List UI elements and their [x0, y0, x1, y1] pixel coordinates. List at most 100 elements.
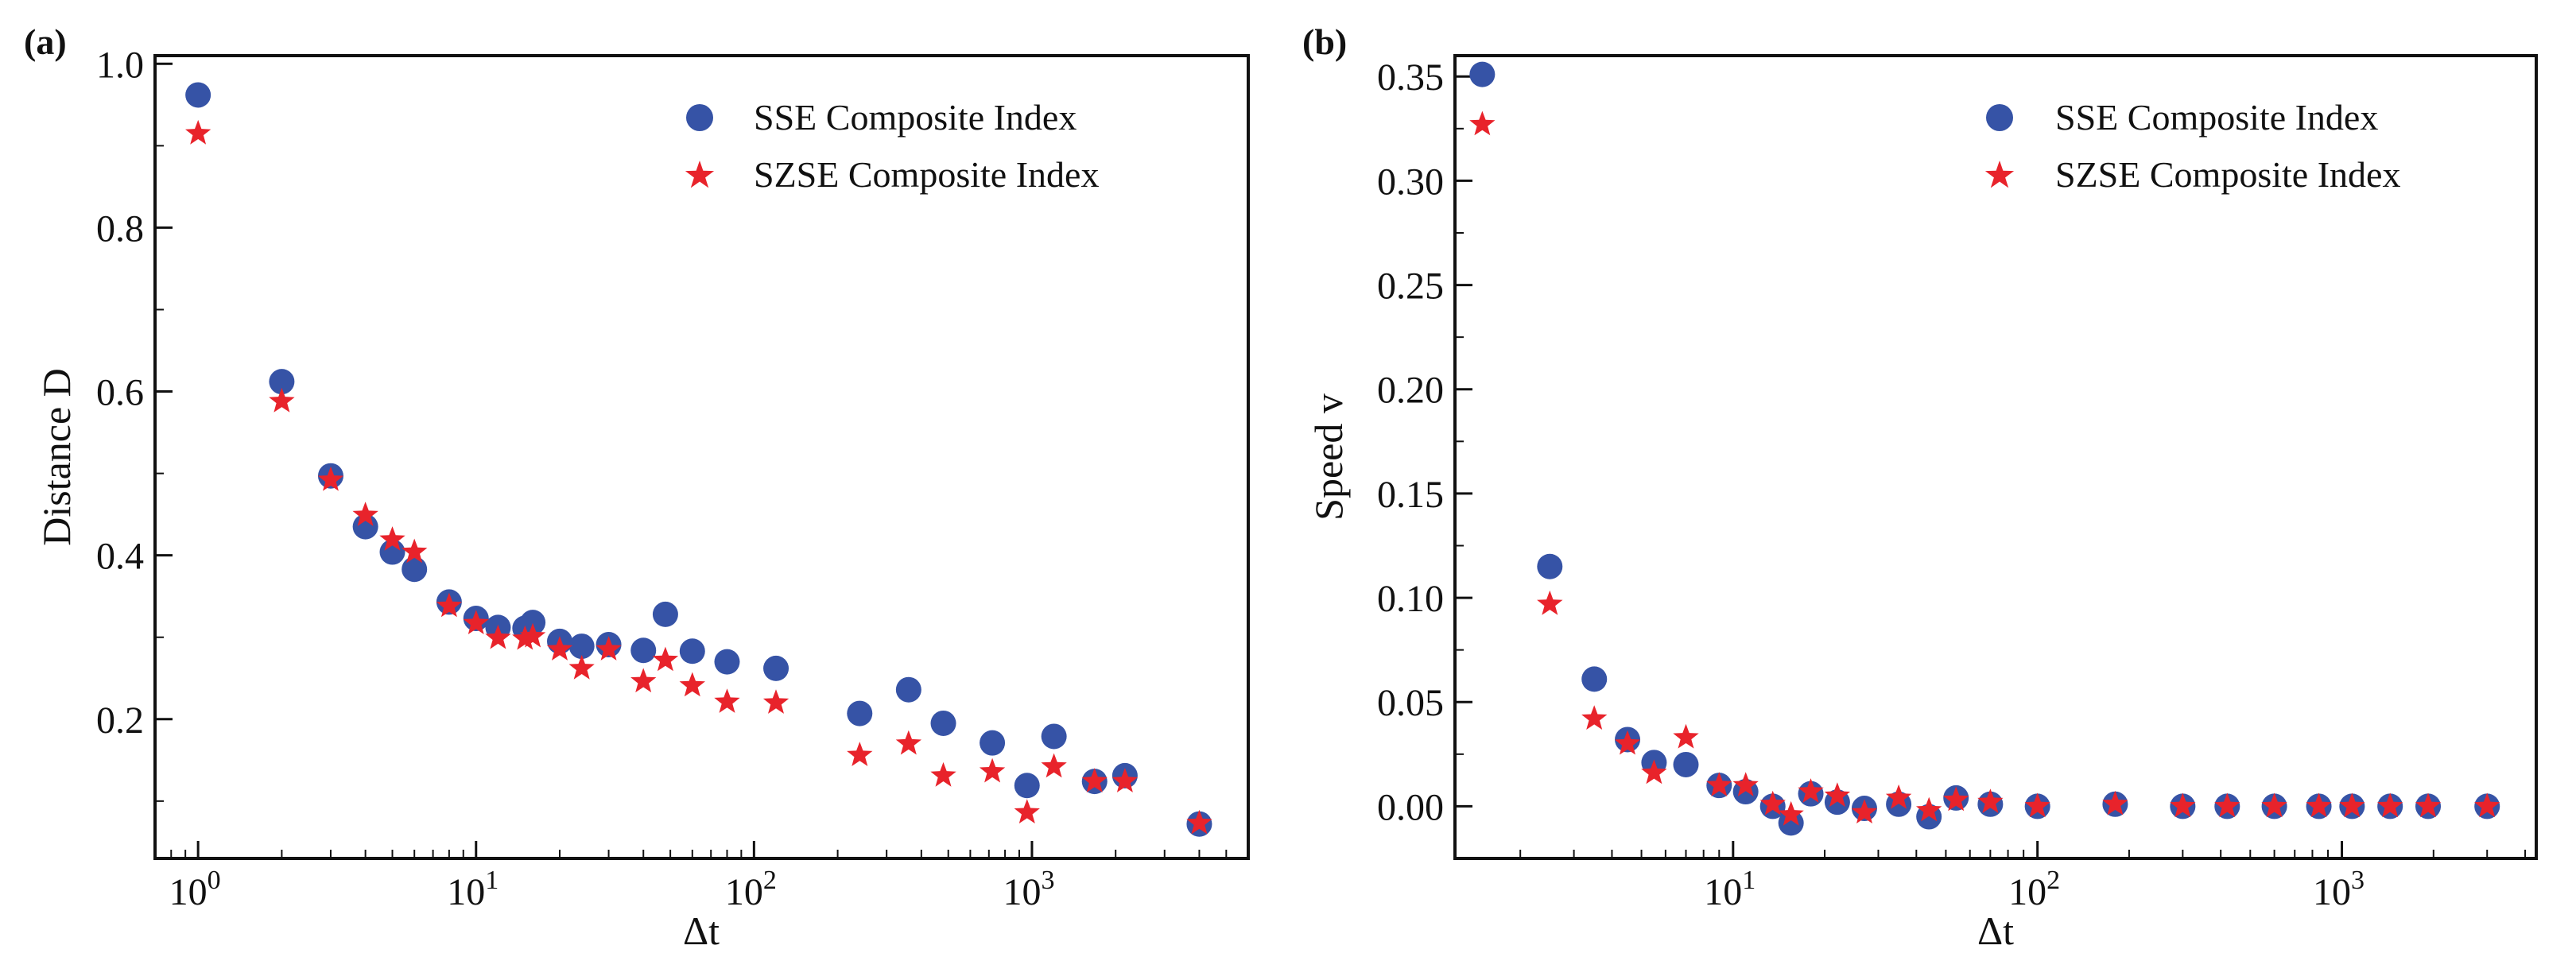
panel-a-szse-point [379, 526, 405, 551]
panel-b-ytick-label: 0.10 [1377, 578, 1444, 620]
panel-a-y-axis-label: Distance D [34, 368, 79, 546]
panel-b-szse-point [1851, 799, 1878, 823]
panel-a-sse-point [980, 730, 1006, 756]
legend-szse-marker-b [1984, 161, 2015, 188]
panel-a-szse-point [930, 761, 956, 787]
panel-b-xtick-label: 101 [1704, 866, 1755, 913]
panel-b-sse-point [1537, 553, 1563, 579]
panel-b: (b) 0.00 0.05 0.10 0.15 0.20 0.25 0.30 0.35 101 1… [1302, 21, 2538, 953]
panel-b-ytick-label: 0.30 [1377, 161, 1444, 203]
panel-a-ytick-label: 0.4 [96, 536, 144, 578]
legend-szse-label-b: SZSE Composite Index [2055, 154, 2400, 195]
panel-a-sse-point [652, 601, 678, 627]
panel-a-axis-ticks: 0.2 0.4 0.6 0.8 1.0 100 101 102 103 [96, 44, 1228, 913]
legend-sse-label-b: SSE Composite Index [2055, 97, 2378, 138]
panel-b-szse-point [2170, 792, 2196, 818]
panel-b-szse-point [1885, 784, 1912, 809]
panel-b-szse-point [1943, 786, 1969, 812]
panel-b-szse-point [2474, 792, 2500, 818]
panel-b-label: (b) [1302, 21, 1347, 62]
panel-a-x-axis-label: Δt [683, 909, 720, 953]
panel-a-szse-point [463, 610, 489, 634]
panel-b-sse-point [1778, 810, 1804, 836]
panel-a-xtick-label: 100 [169, 866, 221, 913]
panel-b-xtick-label: 103 [2313, 866, 2365, 913]
panel-a-sse-point [630, 637, 657, 664]
panel-a-szse-point [1081, 768, 1108, 792]
panel-a-ytick-label: 0.6 [96, 372, 144, 414]
panel-b-ytick-label: 0.15 [1377, 474, 1444, 516]
legend-sse-marker-a [686, 104, 713, 131]
panel-b-y-axis-label: Speed v [1306, 393, 1351, 521]
panel-a-szse-point [485, 624, 511, 649]
panel-a-szse-point [652, 646, 679, 672]
panel-a-szse-point [546, 636, 573, 661]
panel-b-szse-point [1673, 723, 1699, 749]
panel-a-sse-point [402, 556, 428, 583]
legend-sse-label-a: SSE Composite Index [754, 97, 1077, 138]
panel-b-szse-point [2306, 792, 2332, 818]
panel-b-szse-point [2339, 792, 2365, 818]
panel-a-frame [153, 54, 1250, 860]
panel-a-sse-point [1014, 773, 1040, 799]
panel-a-sse-point [568, 633, 595, 660]
panel-a-szse-point [979, 757, 1006, 783]
panel-b-szse-point [1614, 730, 1641, 755]
panel-b-szse-point [2102, 790, 2128, 816]
panel-a-szse-point [436, 592, 462, 618]
panel-a-szse-point [847, 742, 873, 766]
panel-a-szse-point [568, 654, 595, 680]
panel-b-legend: SSE Composite Index SZSE Composite Index [1984, 97, 2400, 195]
panel-a-szse-point [317, 466, 344, 491]
panel-a-sse-point [269, 369, 295, 395]
panel-a-sse-point [847, 700, 873, 726]
panel-a-szse-point [352, 502, 378, 526]
panel-a-ytick-label: 0.8 [96, 207, 144, 250]
panel-a-sse-point [1041, 723, 1067, 750]
panel-b-szse-point [1778, 800, 1804, 826]
panel-b-szse-point [1916, 796, 1942, 822]
panel-a-szse-point [895, 730, 921, 755]
panel-b-szse-point [2024, 792, 2050, 818]
panel-a-szse-point [1186, 809, 1212, 835]
panel-a-sse-point [763, 655, 789, 681]
panel-b-xtick-label: 102 [2008, 866, 2060, 913]
panel-b-data-points [1469, 61, 2500, 836]
panel-b-szse-point [2415, 792, 2442, 818]
panel-a-label: (a) [24, 21, 67, 62]
panel-a-szse-point [519, 622, 546, 648]
panel-b-axis-ticks: 0.00 0.05 0.10 0.15 0.20 0.25 0.30 0.35 101 102 10… [1377, 56, 2527, 913]
legend-szse-label-a: SZSE Composite Index [754, 154, 1099, 195]
panel-a-xtick-label: 103 [1003, 866, 1054, 913]
panel-a-sse-point [714, 649, 740, 675]
panel-b-szse-point [1706, 772, 1732, 796]
panel-a-szse-point [185, 119, 211, 145]
panel-a-xtick-label: 102 [725, 866, 777, 913]
panel-a-legend: SSE Composite Index SZSE Composite Index [685, 97, 1099, 195]
panel-b-sse-point [1581, 666, 1608, 692]
panel-b-szse-point [1581, 705, 1608, 730]
panel-b-ytick-label: 0.20 [1377, 370, 1444, 412]
panel-a-szse-point [1014, 799, 1040, 823]
panel-b-szse-point [2214, 792, 2240, 818]
panel-b-szse-point [1824, 782, 1851, 808]
panel-b-szse-point [1641, 759, 1667, 785]
panel-a-sse-point [930, 710, 956, 736]
panel-b-frame [1453, 54, 2538, 860]
panel-b-szse-point [2377, 792, 2403, 818]
panel-b-szse-point [1977, 788, 2004, 813]
panel-a-szse-point [402, 538, 428, 564]
panel-a-szse-point [714, 688, 740, 713]
panel-a-ytick-label: 1.0 [96, 44, 144, 86]
panel-b-szse-point [1537, 590, 1563, 615]
panel-b-ytick-label: 0.35 [1377, 56, 1444, 99]
panel-b-szse-point [1469, 110, 1496, 136]
legend-szse-marker-a [685, 161, 715, 188]
panel-b-x-axis-label: Δt [1977, 909, 2014, 953]
panel-a-sse-point [185, 82, 211, 108]
panel-a-szse-point [1111, 768, 1139, 792]
panel-b-ytick-label: 0.00 [1377, 786, 1444, 828]
panel-a-szse-point [512, 625, 538, 650]
panel-b-sse-point [1469, 61, 1496, 87]
